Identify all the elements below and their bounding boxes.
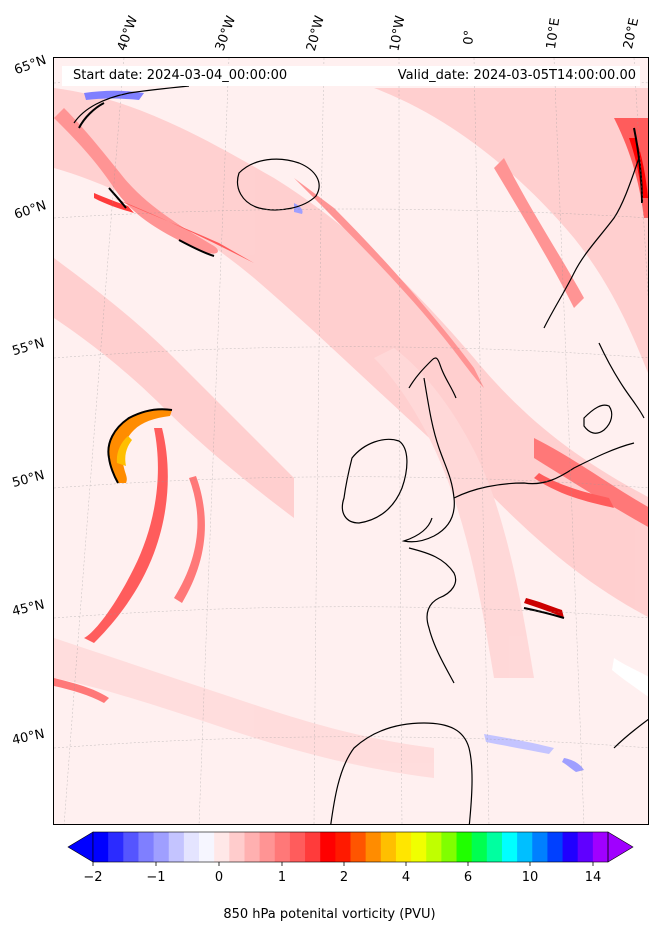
africa-coast: [613, 718, 648, 749]
colorbar-swatch: [547, 832, 564, 862]
colorbar-tick-label: 1: [278, 870, 286, 885]
iberia-coast: [330, 722, 473, 824]
colorbar-swatch: [426, 832, 442, 862]
colorbar-swatch: [365, 832, 382, 862]
colorbar-swatch: [592, 832, 609, 862]
colorbar-swatch: [138, 832, 155, 862]
colorbar-tick-label: 2: [340, 870, 348, 885]
colorbar-swatch: [274, 832, 291, 862]
colorbar-swatch: [244, 832, 261, 862]
colorbar-swatch: [335, 832, 351, 862]
colorbar-ticks: −2 −1 0 1 2 4 6 10 14: [83, 862, 601, 885]
scotland-coast: [408, 357, 457, 399]
colorbar-swatch: [456, 832, 473, 862]
colorbar-tick-label: −1: [146, 870, 165, 885]
colorbar-swatch: [486, 832, 503, 862]
colorbar-swatch: [93, 832, 109, 862]
iceland-coast: [237, 158, 320, 211]
colorbar-tick-label: −2: [83, 870, 102, 885]
coastlines: [73, 85, 648, 824]
colorbar-swatch: [577, 832, 594, 862]
colorbar-swatch: [153, 832, 170, 862]
colorbar-tick-label: 14: [585, 870, 602, 885]
colorbar-swatch: [395, 832, 412, 862]
colorbar-swatch: [501, 832, 518, 862]
colorbar-swatch: [108, 832, 124, 862]
colorbar-swatch: [441, 832, 458, 862]
colorbar-swatch: [305, 832, 321, 862]
colorbar: −2 −1 0 1 2 4 6 10 14: [67, 831, 634, 885]
colorbar-extend-min: [67, 831, 94, 863]
valid-date-label: Valid_date: 2024-03-05T14:00:00.00: [397, 68, 636, 83]
sweden-coast: [598, 342, 645, 419]
date-info-bar: Start date: 2024-03-04_00:00:00 Valid_da…: [62, 66, 640, 86]
greenland-coast: [73, 85, 190, 124]
pv-field-map: [54, 58, 648, 824]
france-coast: [408, 547, 457, 684]
start-date-label: Start date: 2024-03-04_00:00:00: [73, 68, 288, 83]
colorbar-swatch: [350, 832, 367, 862]
colorbar-tick-label: 0: [215, 870, 223, 885]
colorbar-swatch: [471, 832, 488, 862]
colorbar-swatch: [199, 832, 215, 862]
colorbar-swatch: [229, 832, 245, 862]
colorbar-swatch: [380, 832, 397, 862]
colorbar-tick-label: 4: [402, 870, 410, 885]
colorbar-swatch: [168, 832, 185, 862]
colorbar-swatch: [123, 832, 139, 862]
pv-high-core: [107, 408, 173, 484]
colorbar-tick-label: 6: [464, 870, 472, 885]
colorbar-swatch: [259, 832, 276, 862]
europe-coast: [453, 442, 635, 499]
colorbar-swatch: [517, 832, 533, 862]
norway-coast: [543, 157, 640, 329]
britain-coast: [401, 377, 455, 543]
map-panel[interactable]: Start date: 2024-03-04_00:00:00 Valid_da…: [53, 57, 649, 825]
colorbar-swatch: [320, 832, 336, 862]
pv-contour-2: [78, 102, 643, 619]
denmark-coast: [583, 404, 613, 434]
colorbar-swatch: [214, 832, 230, 862]
colorbar-tick-label: 10: [522, 870, 539, 885]
colorbar-swatch: [562, 832, 579, 862]
colorbar-swatch: [183, 832, 200, 862]
colorbar-extend-max: [607, 831, 634, 863]
colorbar-frame: [92, 831, 609, 863]
colorbar-swatches: [67, 831, 634, 863]
colorbar-label: 850 hPa potenital vorticity (PVU): [223, 907, 436, 922]
colorbar-swatch: [532, 832, 548, 862]
colorbar-swatch: [411, 832, 427, 862]
colorbar-swatch: [289, 832, 306, 862]
ireland-coast: [341, 438, 408, 524]
